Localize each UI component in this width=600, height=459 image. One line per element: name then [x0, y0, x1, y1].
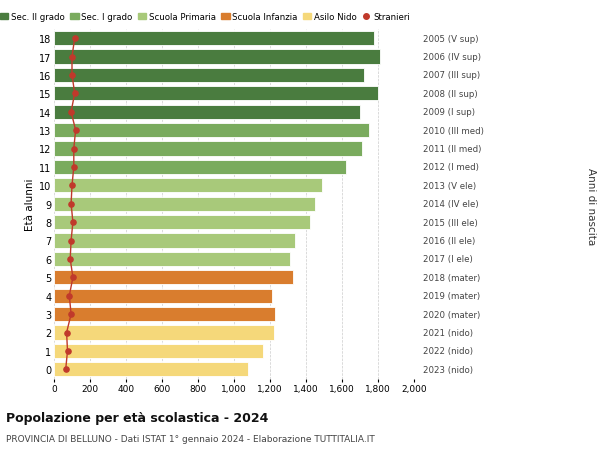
Bar: [54, 160, 346, 175]
Text: 2021 (nido): 2021 (nido): [423, 328, 473, 337]
Text: 2020 (mater): 2020 (mater): [423, 310, 480, 319]
Text: 2015 (III ele): 2015 (III ele): [423, 218, 478, 227]
Text: 2022 (nido): 2022 (nido): [423, 347, 473, 356]
Point: [65, 292, 74, 300]
Point: [68, 219, 78, 226]
Point: [69, 164, 79, 171]
Point: [65, 256, 75, 263]
Text: 2018 (mater): 2018 (mater): [423, 273, 480, 282]
Bar: [54, 307, 275, 322]
Text: 2011 (II med): 2011 (II med): [423, 145, 481, 154]
Point: [66, 109, 76, 116]
Bar: [54, 234, 295, 248]
Text: 2016 (II ele): 2016 (II ele): [423, 236, 475, 246]
Bar: [54, 179, 322, 193]
Text: 2023 (nido): 2023 (nido): [423, 365, 473, 374]
Text: Anni di nascita: Anni di nascita: [586, 168, 596, 245]
Text: 2006 (IV sup): 2006 (IV sup): [423, 53, 481, 62]
Bar: [54, 344, 263, 358]
Point: [71, 127, 80, 134]
Point: [67, 54, 77, 61]
Bar: [54, 50, 380, 65]
Point: [67, 182, 77, 190]
Text: 2008 (II sup): 2008 (II sup): [423, 90, 478, 99]
Point: [66, 311, 76, 318]
Text: 2009 (I sup): 2009 (I sup): [423, 108, 475, 117]
Text: 2010 (III med): 2010 (III med): [423, 126, 484, 135]
Bar: [54, 68, 364, 83]
Point: [66, 237, 76, 245]
Bar: [54, 215, 310, 230]
Bar: [54, 325, 274, 340]
Bar: [54, 123, 369, 138]
Bar: [54, 197, 315, 212]
Point: [62, 329, 71, 336]
Text: Popolazione per età scolastica - 2024: Popolazione per età scolastica - 2024: [6, 411, 268, 424]
Bar: [54, 270, 293, 285]
Y-axis label: Età alunni: Età alunni: [25, 178, 35, 230]
Point: [67, 72, 77, 79]
Legend: Sec. II grado, Sec. I grado, Scuola Primaria, Scuola Infanzia, Asilo Nido, Stran: Sec. II grado, Sec. I grado, Scuola Prim…: [0, 13, 410, 22]
Bar: [54, 87, 378, 101]
Point: [63, 347, 72, 355]
Point: [70, 90, 79, 98]
Bar: [54, 105, 360, 120]
Text: 2019 (mater): 2019 (mater): [423, 291, 480, 301]
Bar: [54, 362, 248, 377]
Text: 2013 (V ele): 2013 (V ele): [423, 181, 476, 190]
Bar: [54, 142, 362, 157]
Point: [69, 146, 79, 153]
Bar: [54, 32, 374, 46]
Point: [70, 35, 79, 43]
Bar: [54, 252, 290, 267]
Text: PROVINCIA DI BELLUNO - Dati ISTAT 1° gennaio 2024 - Elaborazione TUTTITALIA.IT: PROVINCIA DI BELLUNO - Dati ISTAT 1° gen…: [6, 434, 375, 443]
Point: [68, 274, 78, 281]
Text: 2014 (IV ele): 2014 (IV ele): [423, 200, 479, 209]
Text: 2012 (I med): 2012 (I med): [423, 163, 479, 172]
Bar: [54, 289, 272, 303]
Text: 2017 (I ele): 2017 (I ele): [423, 255, 473, 264]
Text: 2007 (III sup): 2007 (III sup): [423, 71, 480, 80]
Point: [61, 366, 71, 373]
Point: [66, 201, 76, 208]
Text: 2005 (V sup): 2005 (V sup): [423, 34, 479, 44]
